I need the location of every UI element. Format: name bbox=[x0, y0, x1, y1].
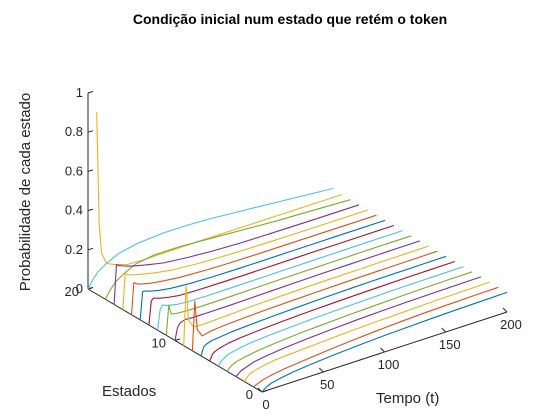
series-line-state-7 bbox=[200, 255, 447, 357]
series-line-state-13 bbox=[148, 224, 395, 326]
z-tick-label: 0 bbox=[76, 281, 83, 296]
x-tick-mark bbox=[441, 327, 447, 333]
z-tick-label: 0.4 bbox=[65, 203, 83, 218]
z-tick-mark bbox=[87, 247, 94, 251]
y-tick-mark bbox=[87, 287, 94, 290]
series-line-state-15 bbox=[130, 214, 377, 315]
z-axis-label: Probabilidade de cada estado bbox=[17, 93, 34, 292]
chart-title: Condição inicial num estado que retém o … bbox=[133, 11, 447, 27]
series-line-state-14 bbox=[139, 219, 386, 320]
x-tick-label: 200 bbox=[500, 317, 522, 332]
z-tick-label: 0.8 bbox=[65, 124, 83, 139]
x-tick-mark bbox=[502, 307, 508, 313]
z-tick-mark bbox=[87, 208, 94, 212]
z-tick-mark bbox=[87, 130, 94, 133]
y-tick-mark bbox=[174, 338, 181, 341]
x-tick-mark bbox=[380, 347, 385, 353]
x-tick-label: 100 bbox=[378, 357, 400, 372]
y-tick-label: 10 bbox=[152, 336, 166, 351]
y-axis-label: Estados bbox=[102, 383, 156, 400]
z-tick-mark bbox=[87, 91, 94, 94]
x-tick-mark bbox=[318, 367, 324, 373]
series-line-state-2 bbox=[244, 281, 490, 382]
series-line-state-20 bbox=[87, 187, 334, 290]
x-tick-mark bbox=[257, 387, 263, 393]
series-line-state-3 bbox=[235, 276, 482, 377]
series-line-state-10 bbox=[174, 240, 421, 341]
x-tick-label: 0 bbox=[262, 397, 269, 412]
series-line-state-17 bbox=[113, 204, 360, 305]
x-axis-label: Tempo (t) bbox=[376, 390, 439, 407]
series-line-state-19 bbox=[96, 111, 342, 266]
z-tick-mark bbox=[87, 169, 94, 172]
series-line-state-9 bbox=[183, 245, 429, 346]
series-line-state-12 bbox=[157, 230, 403, 331]
series-line-state-11 bbox=[165, 235, 412, 336]
series-line-state-4 bbox=[226, 271, 473, 372]
series-line-state-8 bbox=[191, 250, 438, 351]
series-line-state-18 bbox=[104, 199, 351, 300]
y-tick-label: 20 bbox=[65, 284, 79, 299]
z-tick-label: 0.2 bbox=[65, 242, 83, 257]
series-group bbox=[87, 111, 508, 393]
z-tick-label: 1 bbox=[76, 85, 83, 100]
series-line-state-1 bbox=[252, 286, 499, 388]
series-line-state-0 bbox=[261, 291, 508, 393]
x-tick-label: 150 bbox=[439, 337, 461, 352]
z-tick-label: 0.6 bbox=[65, 163, 83, 178]
x-tick-label: 50 bbox=[320, 377, 334, 392]
series-line-state-6 bbox=[209, 260, 455, 362]
series-line-state-16 bbox=[122, 209, 368, 310]
y-tick-label: 0 bbox=[246, 387, 253, 402]
series-line-state-5 bbox=[218, 266, 464, 367]
